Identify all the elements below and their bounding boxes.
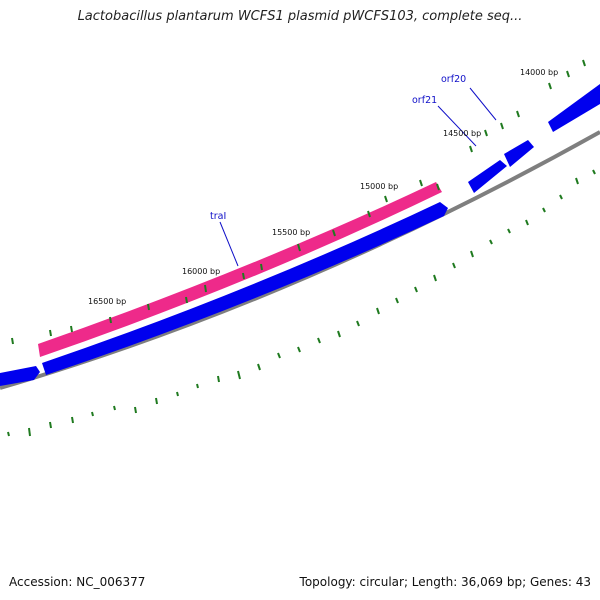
tick-label: 15000 bp [360,182,398,191]
gene-bar-main [42,202,448,375]
gene-label-orf20: orf20 [441,74,466,85]
outer-ticks [11,59,586,345]
tick-label: 14000 bp [520,68,558,77]
tick-label: 16500 bp [88,297,126,306]
gene-bar-right [548,84,600,132]
map-title: Lactobacillus plantarum WCFS1 plasmid pW… [77,9,523,24]
gene-bar-trai [38,182,442,357]
orf21-leader-line [437,105,477,147]
trai-leader-line [219,221,239,267]
gene-label-trai: traI [210,211,226,222]
accession-label: Accession: NC_006377 [9,575,146,589]
orf20-leader-line [469,87,497,121]
gene-bar-left [0,366,40,386]
tick-label: 16000 bp [182,267,220,276]
inner-ticks [7,169,596,437]
gene-bar-orf20 [504,140,534,167]
gene-bar-orf21 [468,160,507,193]
gene-label-orf21: orf21 [412,95,437,106]
tick-label: 14500 bp [443,129,481,138]
tick-label: 15500 bp [272,228,310,237]
topology-summary: Topology: circular; Length: 36,069 bp; G… [299,575,591,589]
